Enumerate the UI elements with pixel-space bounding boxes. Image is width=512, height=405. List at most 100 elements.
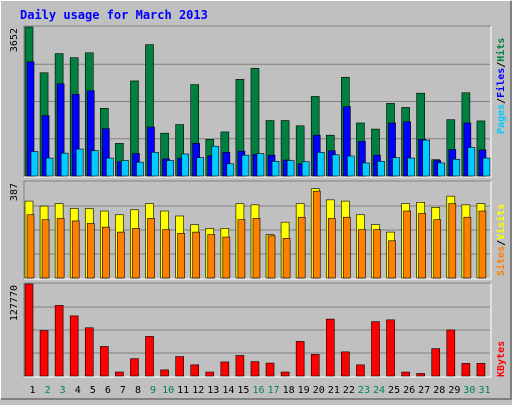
bar-sites-day-15: Sites 15: 235 — [237, 219, 246, 279]
day-label-24: 24 — [373, 385, 385, 396]
legend-panel-3: KBytes — [496, 341, 507, 377]
bar-sites-day-11: Sites 11: 180 — [177, 233, 185, 279]
bar-pages-day-7: Pages 7: 380 — [121, 160, 129, 177]
bar-files-day-6: Files 6: 1160 — [102, 128, 110, 177]
bar-sites-day-13: Sites 13: 175 — [207, 234, 216, 279]
bar-kbytes-day-29: KBytes 29: 64000 — [446, 329, 456, 377]
bar-pages-day-18: Pages 18: 380 — [286, 160, 295, 177]
bar-kbytes-day-26: KBytes 26: 5500 — [401, 371, 410, 377]
bar-sites-day-19: Sites 19: 245 — [297, 216, 306, 279]
bar-sites-day-23: Sites 23: 195 — [358, 229, 366, 279]
bar-pages-day-31: Pages 31: 440 — [482, 157, 491, 177]
plot-border-bottom — [24, 283, 492, 378]
bar-pages-day-12: Pages 12: 450 — [196, 157, 205, 177]
bar-kbytes-day-16: KBytes 16: 20000 — [250, 361, 260, 377]
bar-sites-day-5: Sites 5: 220 — [86, 223, 95, 279]
bar-pages-day-22: Pages 22: 490 — [347, 155, 355, 177]
bar-sites-day-9: Sites 9: 240 — [147, 218, 155, 279]
day-label-11: 11 — [177, 385, 189, 396]
day-label-25: 25 — [388, 385, 400, 396]
bar-kbytes-day-25: KBytes 25: 78000 — [386, 319, 395, 377]
day-label-19: 19 — [298, 385, 310, 396]
bar-files-day-25: Files 25: 1300 — [388, 122, 396, 177]
bar-kbytes-day-8: KBytes 8: 24000 — [130, 358, 139, 377]
bar-kbytes-day-13: KBytes 13: 5500 — [205, 371, 215, 377]
bar-kbytes-day-6: KBytes 6: 41000 — [100, 346, 109, 377]
day-label-15: 15 — [237, 385, 249, 396]
day-label-26: 26 — [403, 385, 415, 396]
y-max-label: 387 — [9, 183, 20, 201]
day-label-9: 9 — [150, 385, 156, 396]
day-label-27: 27 — [418, 385, 430, 396]
bar-pages-day-5: Pages 5: 620 — [90, 150, 99, 177]
legend-entry: KBytes — [496, 341, 507, 377]
bar-sites-day-7: Sites 7: 185 — [117, 231, 125, 279]
bar-sites-day-17: Sites 17: 170 — [267, 235, 276, 279]
bar-sites-day-3: Sites 3: 240 — [56, 218, 65, 279]
bar-sites-day-1: Sites 1: 255 — [26, 214, 35, 279]
day-label-4: 4 — [75, 385, 81, 396]
bar-files-day-3: Files 3: 2260 — [56, 83, 65, 177]
bar-kbytes-day-9: KBytes 9: 55000 — [145, 336, 154, 377]
bar-sites-day-12: Sites 12: 185 — [192, 231, 201, 279]
bar-kbytes-day-28: KBytes 28: 38000 — [431, 348, 441, 377]
bar-kbytes-day-12: KBytes 12: 15500 — [190, 364, 200, 377]
bar-files-day-9: Files 9: 1200 — [147, 126, 155, 177]
day-label-17: 17 — [268, 385, 280, 396]
bar-sites-day-28: Sites 28: 235 — [433, 219, 442, 279]
plot-border-bottom — [24, 26, 492, 178]
bar-kbytes-day-1: KBytes 1: 127770 — [24, 283, 34, 377]
legend-panel-1: Pages/Files/Hits — [495, 38, 507, 134]
day-label-1: 1 — [30, 385, 36, 396]
bar-pages-day-28: Pages 28: 320 — [437, 162, 446, 177]
bar-pages-day-4: Pages 4: 660 — [75, 148, 84, 177]
plot-border-top — [23, 25, 491, 177]
bar-pages-day-27: Pages 27: 880 — [422, 139, 430, 177]
bar-kbytes-day-20: KBytes 20: 30000 — [310, 354, 320, 377]
plot-border-top — [23, 282, 491, 377]
bar-pages-day-16: Pages 16: 550 — [256, 153, 265, 177]
bar-sites-day-10: Sites 10: 195 — [162, 229, 170, 279]
day-label-2: 2 — [45, 385, 51, 396]
panel-2: 387Visits 1: 310Visits 2: 290Visits 3: 3… — [9, 180, 492, 280]
day-label-22: 22 — [343, 385, 355, 396]
bar-sites-day-24: Sites 24: 195 — [373, 229, 381, 279]
bar-kbytes-day-17: KBytes 17: 18000 — [265, 362, 275, 377]
day-label-12: 12 — [192, 385, 204, 396]
bar-pages-day-9: Pages 9: 580 — [151, 152, 159, 177]
legend-entry: Pages — [496, 104, 507, 134]
bar-sites-day-4: Sites 4: 230 — [71, 220, 80, 279]
bar-pages-day-21: Pages 21: 520 — [331, 154, 340, 177]
legend-entry: / — [496, 98, 507, 104]
bar-sites-day-20: Sites 20: 350 — [312, 190, 321, 279]
day-label-31: 31 — [478, 385, 490, 396]
day-label-10: 10 — [162, 385, 174, 396]
chart-panels: 3652Hits 1: 3652Hits 2: 2530Hits 3: 3000… — [9, 25, 492, 378]
day-label-23: 23 — [358, 385, 370, 396]
bar-pages-day-19: Pages 19: 350 — [301, 161, 310, 177]
legend-entry: Sites — [495, 246, 507, 276]
bar-kbytes-day-2: KBytes 2: 63000 — [39, 330, 49, 377]
y-max-label: 127770 — [9, 285, 20, 321]
bar-sites-day-27: Sites 27: 260 — [418, 213, 426, 279]
bar-pages-day-17: Pages 17: 360 — [271, 161, 280, 177]
bar-sites-day-26: Sites 26: 270 — [403, 210, 411, 279]
bar-pages-day-25: Pages 25: 450 — [392, 157, 400, 177]
bar-kbytes-day-3: KBytes 3: 98000 — [54, 305, 64, 377]
bar-sites-day-2: Sites 2: 235 — [41, 219, 50, 279]
bar-pages-day-10: Pages 10: 380 — [166, 160, 174, 177]
bar-files-day-1: Files 1: 2800 — [26, 61, 35, 177]
bar-kbytes-day-14: KBytes 14: 19500 — [220, 361, 230, 377]
bar-kbytes-day-7: KBytes 7: 5500 — [115, 371, 124, 377]
bar-pages-day-11: Pages 11: 540 — [181, 153, 189, 177]
bar-kbytes-day-23: KBytes 23: 15500 — [356, 364, 365, 377]
bar-kbytes-day-10: KBytes 10: 8500 — [160, 369, 169, 377]
plot-border-top — [23, 180, 491, 279]
bar-pages-day-6: Pages 6: 440 — [106, 157, 114, 177]
bar-pages-day-23: Pages 23: 320 — [362, 162, 370, 177]
bar-pages-day-8: Pages 8: 340 — [136, 161, 144, 177]
bar-files-day-4: Files 4: 2000 — [71, 94, 80, 177]
bar-pages-day-30: Pages 30: 700 — [467, 147, 476, 177]
